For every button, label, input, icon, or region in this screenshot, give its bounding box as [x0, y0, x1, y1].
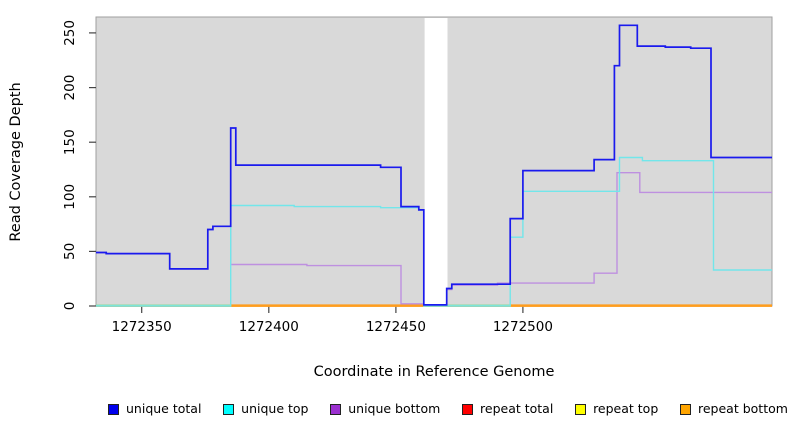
legend-swatch-icon	[680, 403, 691, 415]
legend-swatch-icon	[108, 403, 119, 415]
chart-legend: unique total unique top unique bottom repea…	[108, 398, 788, 420]
y-tick-label: 50	[62, 243, 78, 260]
legend-item-label: repeat top	[593, 400, 659, 416]
coverage-plot-svg: 1272350 1272400 1272450 1272500 0 50 100 150 200…	[8, 16, 773, 380]
legend-item-unique-bottom: unique bottom	[330, 400, 441, 416]
legend-item-unique-total: unique total	[108, 400, 202, 416]
x-tick-label: 1272500	[493, 319, 553, 335]
legend-item-repeat-top: repeat top	[575, 400, 659, 416]
legend-item-repeat-bottom: repeat bottom	[680, 400, 788, 416]
legend-item-label: repeat bottom	[698, 400, 788, 416]
y-tick-label: 0	[62, 302, 78, 311]
legend-item-repeat-total: repeat total	[462, 400, 554, 416]
x-tick-label: 1272400	[239, 319, 299, 335]
legend-item-label: unique bottom	[348, 400, 441, 416]
legend-item-label: unique top	[241, 400, 309, 416]
legend-swatch-icon	[462, 403, 474, 415]
x-tick-label: 1272350	[112, 319, 172, 335]
legend-swatch-icon	[330, 403, 342, 415]
y-axis-title: Read Coverage Depth	[8, 82, 24, 241]
legend-item-label: unique total	[126, 400, 202, 416]
legend-swatch-icon	[575, 403, 587, 415]
y-tick-label: 100	[62, 184, 78, 210]
coverage-gap-band	[424, 18, 448, 306]
y-tick-label: 200	[62, 75, 78, 101]
legend-item-unique-top: unique top	[223, 400, 309, 416]
series-unique-top-line	[96, 156, 772, 307]
legend-item-label: repeat total	[480, 400, 554, 416]
series-unique-total-line	[96, 24, 772, 306]
y-tick-label: 150	[62, 129, 78, 155]
x-axis-title: Coordinate in Reference Genome	[314, 364, 555, 380]
legend-swatch-icon	[223, 403, 235, 415]
x-tick-label: 1272450	[366, 319, 426, 335]
y-tick-label: 250	[62, 20, 78, 46]
